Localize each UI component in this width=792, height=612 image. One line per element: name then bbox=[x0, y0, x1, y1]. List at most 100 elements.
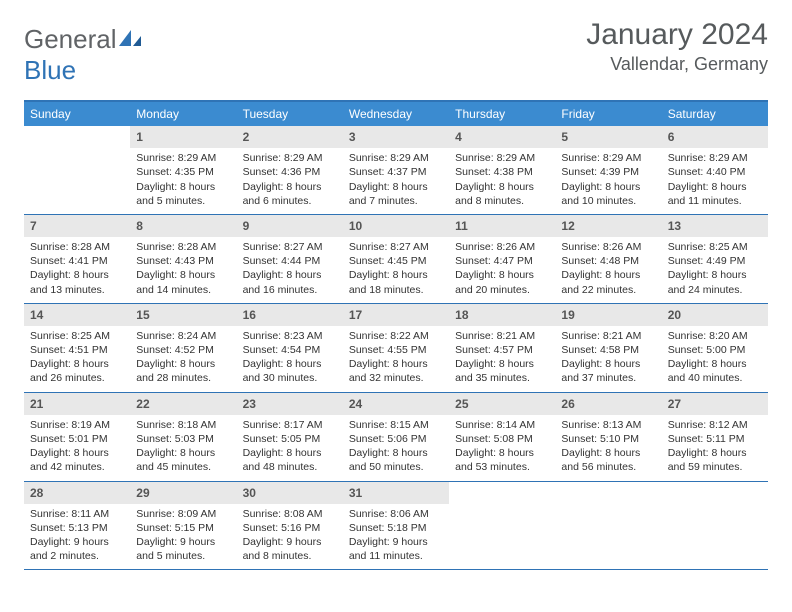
daylight-text: Daylight: 9 hours and 11 minutes. bbox=[349, 535, 443, 563]
sunset-text: Sunset: 5:01 PM bbox=[30, 432, 124, 446]
sunset-text: Sunset: 4:44 PM bbox=[243, 254, 337, 268]
cell-body: Sunrise: 8:29 AMSunset: 4:35 PMDaylight:… bbox=[130, 148, 236, 214]
logo-word1: General bbox=[24, 24, 117, 54]
daylight-text: Daylight: 8 hours and 22 minutes. bbox=[561, 268, 655, 296]
daylight-text: Daylight: 8 hours and 16 minutes. bbox=[243, 268, 337, 296]
sunrise-text: Sunrise: 8:06 AM bbox=[349, 507, 443, 521]
day-cell: 1Sunrise: 8:29 AMSunset: 4:35 PMDaylight… bbox=[130, 126, 236, 214]
date-number: 20 bbox=[662, 304, 768, 326]
date-number: 30 bbox=[237, 482, 343, 504]
day-header-cell: Friday bbox=[555, 102, 661, 126]
date-number: 31 bbox=[343, 482, 449, 504]
date-number: 15 bbox=[130, 304, 236, 326]
date-number: 10 bbox=[343, 215, 449, 237]
sunrise-text: Sunrise: 8:28 AM bbox=[30, 240, 124, 254]
day-cell: 30Sunrise: 8:08 AMSunset: 5:16 PMDayligh… bbox=[237, 482, 343, 570]
daylight-text: Daylight: 8 hours and 48 minutes. bbox=[243, 446, 337, 474]
cell-body: Sunrise: 8:19 AMSunset: 5:01 PMDaylight:… bbox=[24, 415, 130, 481]
sunrise-text: Sunrise: 8:19 AM bbox=[30, 418, 124, 432]
sunset-text: Sunset: 4:49 PM bbox=[668, 254, 762, 268]
date-number: 17 bbox=[343, 304, 449, 326]
day-cell: 24Sunrise: 8:15 AMSunset: 5:06 PMDayligh… bbox=[343, 393, 449, 481]
date-number: 1 bbox=[130, 126, 236, 148]
sunset-text: Sunset: 5:06 PM bbox=[349, 432, 443, 446]
cell-body: Sunrise: 8:12 AMSunset: 5:11 PMDaylight:… bbox=[662, 415, 768, 481]
daylight-text: Daylight: 8 hours and 53 minutes. bbox=[455, 446, 549, 474]
daylight-text: Daylight: 9 hours and 5 minutes. bbox=[136, 535, 230, 563]
sunrise-text: Sunrise: 8:29 AM bbox=[136, 151, 230, 165]
sunrise-text: Sunrise: 8:29 AM bbox=[349, 151, 443, 165]
sunrise-text: Sunrise: 8:25 AM bbox=[30, 329, 124, 343]
cell-body: Sunrise: 8:09 AMSunset: 5:15 PMDaylight:… bbox=[130, 504, 236, 570]
daylight-text: Daylight: 8 hours and 11 minutes. bbox=[668, 180, 762, 208]
day-cell: 26Sunrise: 8:13 AMSunset: 5:10 PMDayligh… bbox=[555, 393, 661, 481]
day-cell: 10Sunrise: 8:27 AMSunset: 4:45 PMDayligh… bbox=[343, 215, 449, 303]
sunset-text: Sunset: 4:40 PM bbox=[668, 165, 762, 179]
sunset-text: Sunset: 4:36 PM bbox=[243, 165, 337, 179]
date-number: 7 bbox=[24, 215, 130, 237]
daylight-text: Daylight: 8 hours and 32 minutes. bbox=[349, 357, 443, 385]
sunrise-text: Sunrise: 8:20 AM bbox=[668, 329, 762, 343]
sunrise-text: Sunrise: 8:25 AM bbox=[668, 240, 762, 254]
sunset-text: Sunset: 4:37 PM bbox=[349, 165, 443, 179]
header: GeneralBlue January 2024 Vallendar, Germ… bbox=[24, 18, 768, 86]
week-row: 14Sunrise: 8:25 AMSunset: 4:51 PMDayligh… bbox=[24, 304, 768, 393]
logo-sail-icon bbox=[117, 24, 143, 54]
daylight-text: Daylight: 8 hours and 35 minutes. bbox=[455, 357, 549, 385]
date-number: 11 bbox=[449, 215, 555, 237]
daylight-text: Daylight: 8 hours and 20 minutes. bbox=[455, 268, 549, 296]
sunrise-text: Sunrise: 8:22 AM bbox=[349, 329, 443, 343]
daylight-text: Daylight: 8 hours and 5 minutes. bbox=[136, 180, 230, 208]
day-cell: 14Sunrise: 8:25 AMSunset: 4:51 PMDayligh… bbox=[24, 304, 130, 392]
cell-body: Sunrise: 8:29 AMSunset: 4:36 PMDaylight:… bbox=[237, 148, 343, 214]
daylight-text: Daylight: 8 hours and 8 minutes. bbox=[455, 180, 549, 208]
cell-body: Sunrise: 8:27 AMSunset: 4:45 PMDaylight:… bbox=[343, 237, 449, 303]
week-row: 21Sunrise: 8:19 AMSunset: 5:01 PMDayligh… bbox=[24, 393, 768, 482]
day-header-cell: Tuesday bbox=[237, 102, 343, 126]
day-header-row: SundayMondayTuesdayWednesdayThursdayFrid… bbox=[24, 102, 768, 126]
day-cell: 5Sunrise: 8:29 AMSunset: 4:39 PMDaylight… bbox=[555, 126, 661, 214]
cell-body: Sunrise: 8:14 AMSunset: 5:08 PMDaylight:… bbox=[449, 415, 555, 481]
day-cell: 27Sunrise: 8:12 AMSunset: 5:11 PMDayligh… bbox=[662, 393, 768, 481]
sunrise-text: Sunrise: 8:27 AM bbox=[243, 240, 337, 254]
date-number: 22 bbox=[130, 393, 236, 415]
sunset-text: Sunset: 5:11 PM bbox=[668, 432, 762, 446]
cell-body: Sunrise: 8:27 AMSunset: 4:44 PMDaylight:… bbox=[237, 237, 343, 303]
date-number: 23 bbox=[237, 393, 343, 415]
sunset-text: Sunset: 5:03 PM bbox=[136, 432, 230, 446]
date-number: 21 bbox=[24, 393, 130, 415]
date-number: 9 bbox=[237, 215, 343, 237]
day-cell: 20Sunrise: 8:20 AMSunset: 5:00 PMDayligh… bbox=[662, 304, 768, 392]
sunrise-text: Sunrise: 8:21 AM bbox=[455, 329, 549, 343]
sunset-text: Sunset: 5:16 PM bbox=[243, 521, 337, 535]
daylight-text: Daylight: 8 hours and 56 minutes. bbox=[561, 446, 655, 474]
sunrise-text: Sunrise: 8:29 AM bbox=[561, 151, 655, 165]
day-header-cell: Thursday bbox=[449, 102, 555, 126]
daylight-text: Daylight: 8 hours and 40 minutes. bbox=[668, 357, 762, 385]
sunset-text: Sunset: 4:55 PM bbox=[349, 343, 443, 357]
sunrise-text: Sunrise: 8:14 AM bbox=[455, 418, 549, 432]
day-cell: 13Sunrise: 8:25 AMSunset: 4:49 PMDayligh… bbox=[662, 215, 768, 303]
sunrise-text: Sunrise: 8:18 AM bbox=[136, 418, 230, 432]
logo: GeneralBlue bbox=[24, 24, 143, 86]
sunset-text: Sunset: 4:45 PM bbox=[349, 254, 443, 268]
date-number: 14 bbox=[24, 304, 130, 326]
sunrise-text: Sunrise: 8:28 AM bbox=[136, 240, 230, 254]
cell-body: Sunrise: 8:21 AMSunset: 4:57 PMDaylight:… bbox=[449, 326, 555, 392]
daylight-text: Daylight: 8 hours and 10 minutes. bbox=[561, 180, 655, 208]
sunset-text: Sunset: 4:35 PM bbox=[136, 165, 230, 179]
daylight-text: Daylight: 8 hours and 50 minutes. bbox=[349, 446, 443, 474]
sunset-text: Sunset: 4:54 PM bbox=[243, 343, 337, 357]
date-number: 6 bbox=[662, 126, 768, 148]
daylight-text: Daylight: 8 hours and 13 minutes. bbox=[30, 268, 124, 296]
cell-body: Sunrise: 8:29 AMSunset: 4:37 PMDaylight:… bbox=[343, 148, 449, 214]
daylight-text: Daylight: 8 hours and 37 minutes. bbox=[561, 357, 655, 385]
cell-body: Sunrise: 8:06 AMSunset: 5:18 PMDaylight:… bbox=[343, 504, 449, 570]
week-row: 1Sunrise: 8:29 AMSunset: 4:35 PMDaylight… bbox=[24, 126, 768, 215]
daylight-text: Daylight: 8 hours and 7 minutes. bbox=[349, 180, 443, 208]
date-number: 18 bbox=[449, 304, 555, 326]
date-number: 19 bbox=[555, 304, 661, 326]
cell-body: Sunrise: 8:20 AMSunset: 5:00 PMDaylight:… bbox=[662, 326, 768, 392]
day-cell: 31Sunrise: 8:06 AMSunset: 5:18 PMDayligh… bbox=[343, 482, 449, 570]
day-cell bbox=[449, 482, 555, 570]
